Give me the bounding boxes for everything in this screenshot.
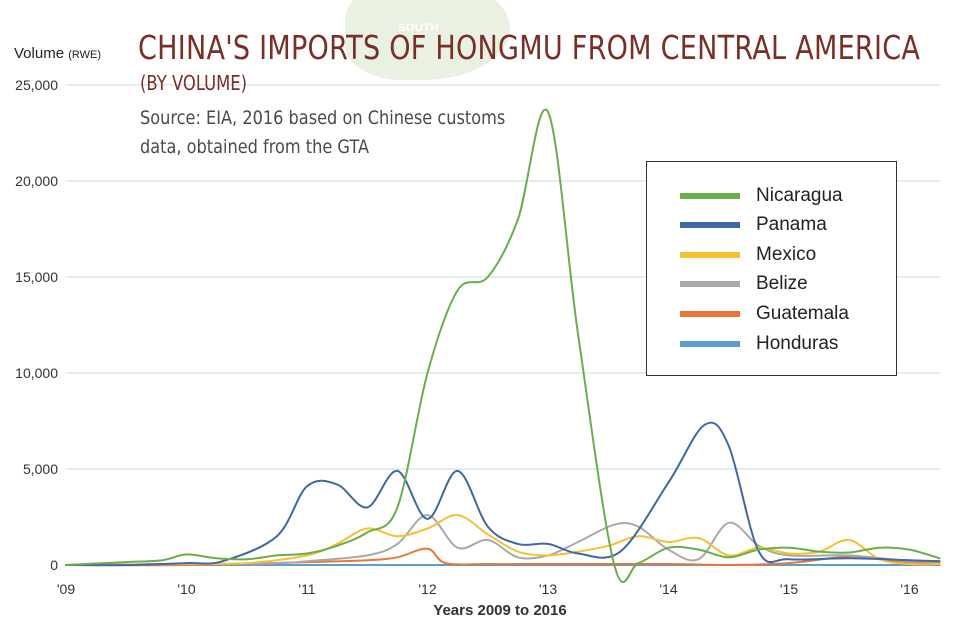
x-tick-label: '09 (57, 581, 75, 597)
legend-item-guatemala: Guatemala (680, 299, 849, 329)
y-tick-label: 5,000 (23, 461, 58, 477)
legend-swatch (680, 341, 740, 347)
x-tick-label: '15 (780, 581, 798, 597)
legend-item-panama: Panama (680, 210, 827, 240)
legend-swatch (680, 311, 740, 317)
y-tick-label: 20,000 (15, 173, 58, 189)
series-line-mexico (65, 514, 941, 566)
chart-subtitle: (BY VOLUME) (140, 71, 248, 95)
legend-swatch (680, 281, 740, 287)
x-tick-label: '12 (418, 581, 436, 597)
legend-label: Mexico (756, 244, 817, 265)
y-tick-label: 10,000 (15, 365, 58, 381)
legend-item-nicaragua: Nicaragua (680, 181, 843, 211)
series-line-panama (65, 421, 941, 567)
x-tick-label: '10 (177, 581, 195, 597)
x-tick-label: '11 (298, 581, 315, 597)
x-tick-label: '13 (539, 581, 557, 597)
source-line-1: Source: EIA, 2016 based on Chinese custo… (140, 107, 506, 129)
legend-item-mexico: Mexico (680, 240, 816, 270)
chart-title: CHINA'S IMPORTS OF HONGMU FROM CENTRAL A… (138, 28, 921, 67)
legend-label: Honduras (756, 333, 839, 354)
x-tick-label: '14 (659, 581, 677, 597)
source-line-2: data, obtained from the GTA (140, 136, 370, 158)
legend-label: Nicaragua (756, 185, 843, 206)
legend-item-belize: Belize (680, 269, 808, 299)
y-axis-unit: (RWE) (68, 49, 102, 61)
legend-item-honduras: Honduras (680, 329, 838, 359)
y-tick-label: 25,000 (15, 77, 58, 93)
legend-swatch (680, 222, 740, 228)
y-tick-label: 0 (50, 557, 58, 573)
chart-legend: Nicaragua Panama Mexico Belize Guatemala… (646, 161, 897, 376)
legend-label: Guatemala (756, 303, 849, 324)
chart-source: Source: EIA, 2016 based on Chinese custo… (140, 104, 505, 162)
y-axis-label: Volume (RWE) (14, 45, 101, 62)
legend-swatch (680, 252, 740, 258)
series-line-nicaragua (65, 108, 941, 583)
x-tick-label: '16 (900, 581, 918, 597)
legend-swatch (680, 193, 740, 199)
background-map-label: SOUTH (398, 22, 439, 34)
y-tick-label: 15,000 (15, 269, 58, 285)
legend-label: Belize (756, 273, 808, 294)
series-line-belize (65, 514, 941, 566)
y-axis-label-text: Volume (14, 45, 65, 62)
legend-label: Panama (756, 214, 827, 235)
x-axis-label: Years 2009 to 2016 (433, 602, 567, 619)
